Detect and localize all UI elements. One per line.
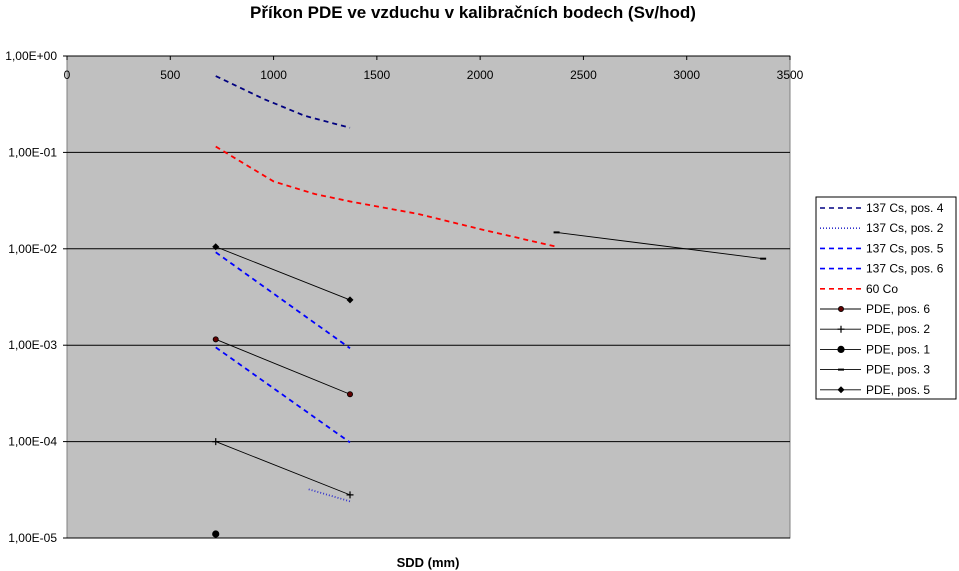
series-9 [553, 231, 767, 260]
legend-label: 137 Cs, pos. 4 [866, 201, 944, 215]
x-axis-label: SDD (mm) [397, 555, 460, 570]
x-tick-label: 2000 [467, 68, 494, 82]
chart-title: Příkon PDE ve vzduchu v kalibračních bod… [250, 3, 696, 22]
x-tick-label: 3000 [673, 68, 700, 82]
series-line [215, 346, 351, 444]
data-point [212, 336, 219, 343]
data-point [346, 491, 354, 499]
series-line [215, 75, 351, 129]
series-2 [308, 488, 351, 503]
y-tick-label: 1,00E-02 [8, 242, 57, 256]
data-point [347, 391, 354, 398]
series-3 [215, 346, 351, 444]
x-tick-label: 500 [160, 68, 180, 82]
legend-item: PDE, pos. 3 [820, 363, 930, 377]
legend-item: PDE, pos. 5 [820, 383, 930, 397]
legend-label: PDE, pos. 2 [866, 322, 930, 336]
data-point [212, 438, 220, 446]
series-5 [215, 145, 557, 248]
series-1 [215, 75, 351, 129]
legend-label: 137 Cs, pos. 2 [866, 221, 944, 235]
data-point [212, 243, 220, 251]
x-tick-label: 3500 [777, 68, 804, 82]
legend: 137 Cs, pos. 4 137 Cs, pos. 2 137 Cs, pos.… [815, 196, 957, 400]
x-tick-label: 2500 [570, 68, 597, 82]
series-layer [212, 75, 767, 538]
gridlines [67, 55, 790, 539]
series-10 [212, 243, 354, 304]
legend-item: PDE, pos. 1 [820, 342, 930, 356]
data-point [346, 296, 354, 304]
legend-label: 60 Co [866, 282, 898, 296]
legend-label: PDE, pos. 3 [866, 363, 930, 377]
y-tick-label: 1,00E+00 [5, 49, 57, 63]
legend-label: PDE, pos. 1 [866, 342, 930, 356]
legend-label: PDE, pos. 5 [866, 383, 930, 397]
data-point [837, 325, 845, 333]
series-line [215, 246, 351, 301]
series-line [215, 441, 351, 496]
series-line [215, 145, 557, 248]
legend-box [815, 196, 957, 400]
y-tick-label: 1,00E-04 [8, 435, 57, 449]
x-tick-label: 0 [64, 68, 71, 82]
data-point [838, 305, 845, 312]
legend-label: 137 Cs, pos. 5 [866, 241, 944, 255]
series-7 [212, 438, 354, 499]
legend-item: 137 Cs, pos. 2 [820, 221, 944, 235]
series-line [215, 251, 351, 349]
legend-label: PDE, pos. 6 [866, 302, 930, 316]
x-tick-label: 1500 [364, 68, 391, 82]
series-4 [215, 251, 351, 349]
x-tick-label: 1000 [260, 68, 287, 82]
y-tick-label: 1,00E-01 [8, 145, 57, 159]
legend-item: 137 Cs, pos. 4 [820, 201, 944, 215]
legend-item: 137 Cs, pos. 5 [820, 241, 944, 255]
y-tick-label: 1,00E-03 [8, 338, 57, 352]
legend-label: 137 Cs, pos. 6 [866, 262, 944, 276]
series-line [215, 338, 351, 395]
y-axis: 1,00E+00 1,00E-01 1,00E-02 1,00E-03 1,00E-04… [5, 49, 67, 545]
series-6 [212, 336, 354, 398]
x-axis: 0 500 1000 1500 2000 2500 3000 3500 [64, 56, 804, 82]
series-line [308, 488, 351, 503]
data-point [212, 530, 220, 538]
legend-item: 60 Co [820, 282, 898, 296]
legend-item: PDE, pos. 2 [820, 322, 930, 336]
data-point [837, 386, 845, 394]
legend-item: 137 Cs, pos. 6 [820, 262, 944, 276]
y-tick-label: 1,00E-05 [8, 531, 57, 545]
data-point [837, 345, 845, 353]
series-8 [212, 530, 220, 538]
plot-area [66, 55, 791, 539]
series-line [556, 231, 764, 260]
legend-item: PDE, pos. 6 [820, 302, 930, 316]
